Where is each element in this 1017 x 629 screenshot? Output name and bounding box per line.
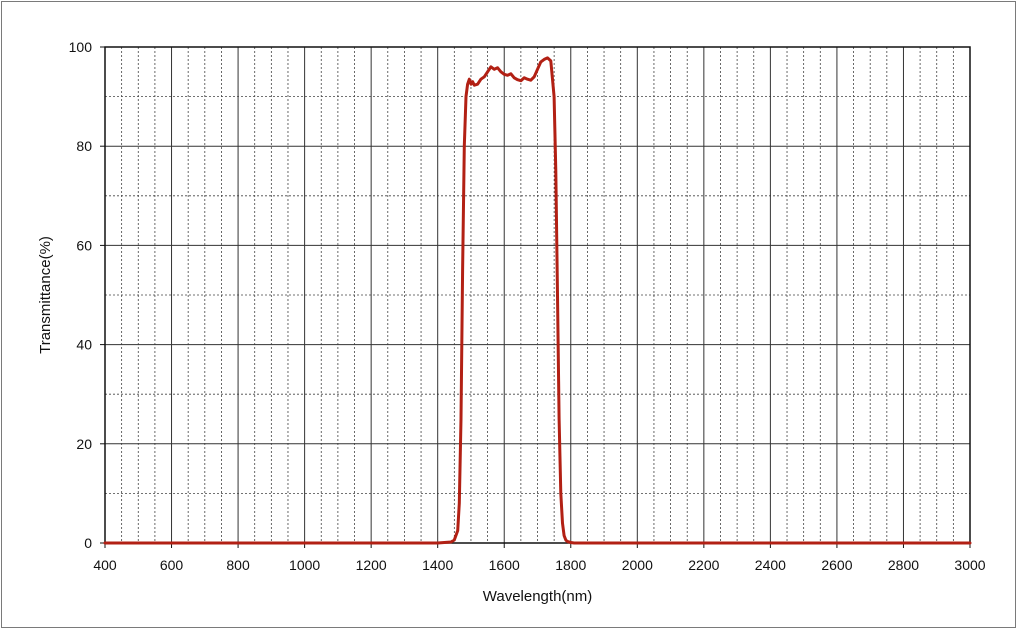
x-tick-label: 2000: [622, 557, 653, 573]
x-tick-label: 2800: [888, 557, 919, 573]
y-tick-label: 20: [76, 436, 92, 452]
x-tick-label: 2600: [821, 557, 852, 573]
y-tick-label: 60: [76, 237, 92, 253]
series-layer: [103, 56, 972, 545]
x-tick-label: 1400: [422, 557, 453, 573]
axis-ticks: 400 600 800 1000 1200 1400 1600 1800 2000 2200 240…: [69, 39, 986, 573]
x-tick-label: 1000: [289, 557, 320, 573]
y-axis-title: Transmittance(%): [37, 236, 54, 354]
x-tick-label: 2200: [688, 557, 719, 573]
y-tick-label: 100: [69, 39, 93, 55]
x-tick-label: 1600: [489, 557, 520, 573]
plot-area: [104, 46, 971, 544]
x-tick-label: 1200: [356, 557, 387, 573]
x-tick-label: 3000: [954, 557, 985, 573]
x-tick-label: 800: [226, 557, 250, 573]
x-tick-label: 600: [160, 557, 184, 573]
x-tick-label: 2400: [755, 557, 786, 573]
y-tick-label: 40: [76, 337, 92, 353]
minor-grid: [105, 47, 970, 543]
y-tick-label: 80: [76, 138, 92, 154]
major-grid: [105, 47, 970, 543]
x-tick-label: 1800: [555, 557, 586, 573]
transmittance-series-line: [103, 56, 972, 545]
x-tick-label: 400: [93, 557, 117, 573]
y-tick-label: 0: [84, 535, 92, 551]
x-axis-title: Wavelength(nm): [483, 588, 592, 605]
